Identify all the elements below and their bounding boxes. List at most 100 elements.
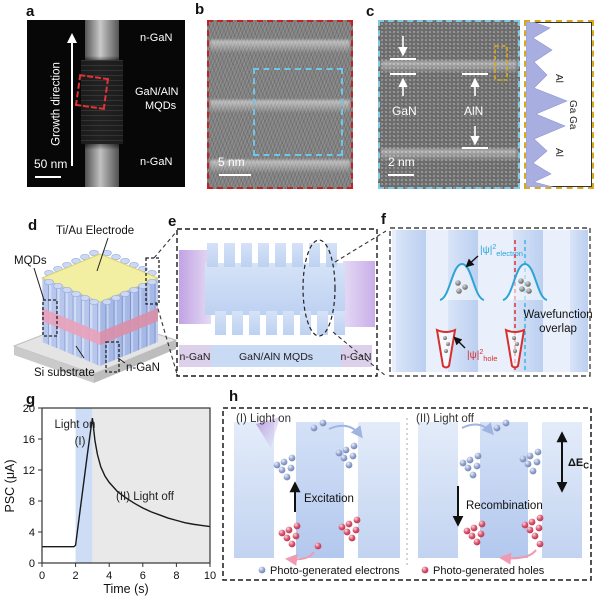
- nanowire-caps-front: [44, 278, 157, 306]
- panel-g-chart: 0 2 4 6 8 10 0 4 8 12 16 20 Light on (I) (II) Light…: [3, 403, 216, 596]
- panel-c-annotations: GaN AlN 2 nm: [388, 36, 508, 176]
- growth-arrow-head: [67, 33, 77, 43]
- profile-al-top-label: Al: [553, 74, 564, 83]
- strip-n-gan-left: [179, 345, 211, 367]
- psc-curve: [42, 417, 211, 548]
- panel-b-tem-image: 5 nm: [207, 20, 353, 189]
- intensity-profile-trace: Al Ga Ga Al: [526, 22, 578, 187]
- svg-text:16: 16: [23, 434, 35, 446]
- hole-wavefunction-2: [504, 328, 526, 369]
- annotation-I: (I): [75, 436, 86, 448]
- quantum-wells: [396, 230, 588, 372]
- electron-cluster: [460, 453, 482, 479]
- scale-bar-label-c: 2 nm: [388, 155, 415, 169]
- label-n-gan-top: n-GaN: [140, 32, 173, 44]
- svg-text:8: 8: [29, 496, 35, 508]
- svg-text:4: 4: [29, 527, 35, 539]
- hole-flow-arrow: [499, 549, 537, 565]
- overlap-label-2: overlap: [539, 323, 577, 335]
- excitation-label: Excitation: [304, 493, 354, 505]
- strip-mqds: [211, 345, 341, 367]
- hole-sphere: [314, 542, 322, 550]
- panel-letter-g: g: [26, 391, 36, 408]
- panel-f-border: [389, 227, 591, 377]
- si-substrate-front-left: [14, 346, 94, 383]
- svg-text:0: 0: [29, 558, 35, 570]
- e-label-mid: GaN/AlN MQDs: [239, 351, 313, 363]
- legend-electron-icon: [258, 566, 266, 574]
- section2-title: (II) Light off: [416, 413, 475, 425]
- x-axis-label: Time (s): [103, 582, 148, 596]
- legend-hole-icon: [421, 566, 429, 574]
- delta-ec-label: ΔEC: [568, 457, 589, 471]
- chart-shaded-regions: [75, 408, 210, 563]
- panel-c-tem-image: GaN AlN 2 nm: [378, 20, 520, 189]
- mqd-segment: [81, 60, 123, 144]
- n-gan-band-right: [343, 261, 375, 327]
- chart-frame: [41, 407, 211, 564]
- panel-letter-d: d: [28, 217, 38, 234]
- electron-cluster: [274, 455, 296, 481]
- profile-ga-label: Ga Ga: [567, 100, 578, 130]
- scale-bar-b: [219, 174, 251, 176]
- zoom-ellipse: [302, 239, 336, 337]
- growth-arrow: [71, 42, 73, 166]
- psi-electron-label: |ψ|2electron: [480, 244, 523, 258]
- panel-letter-e: e: [168, 213, 177, 230]
- profile-al-bottom-label: Al: [553, 148, 564, 157]
- svg-text:0: 0: [39, 570, 45, 582]
- overlap-label-1: Wavefunction: [523, 309, 592, 321]
- nanowire-caps-back: [44, 249, 157, 277]
- growth-direction-label: Growth direction: [50, 62, 63, 146]
- psi-hole-label: |ψ|2hole: [467, 349, 497, 363]
- mqds-label: MQDs: [14, 255, 47, 267]
- legend-holes-label: Photo-generated holes: [433, 565, 545, 577]
- electron-flow-arrow: [461, 422, 494, 436]
- light-beam: [256, 417, 280, 448]
- scale-bar-label-a: 50 nm: [34, 157, 68, 171]
- svg-text:12: 12: [23, 465, 35, 477]
- roi-box-red: [74, 74, 110, 110]
- svg-text:8: 8: [173, 570, 179, 582]
- label-mqds-2: MQDs: [145, 100, 177, 112]
- hole-flow-arrow: [285, 551, 315, 566]
- mqds-indicator-box: [42, 299, 58, 337]
- e-label-right: n-GaN: [341, 351, 372, 363]
- panel-a-tem-image: Growth direction n-GaN GaN/AlN MQDs n-Ga…: [27, 20, 185, 187]
- panel-e-band-diagram: n-GaN GaN/AlN MQDs n-GaN: [176, 228, 378, 377]
- hole-sphere: [536, 540, 544, 548]
- label-mqds-1: GaN/AlN: [135, 86, 179, 98]
- panel-c-intensity-profile: Al Ga Ga Al: [524, 20, 594, 189]
- roi-box-cyan: [253, 68, 343, 156]
- label-n-gan-bottom: n-GaN: [140, 156, 173, 168]
- svg-text:20: 20: [23, 403, 35, 415]
- hole-wavefunction-1: [435, 328, 457, 369]
- chart-ticks: 0 2 4 6 8 10 0 4 8 12 16 20: [23, 403, 216, 582]
- panel-f-wavefunctions: |ψ|2electron |ψ|2hole Wavefunction overl…: [389, 227, 592, 377]
- substrate-label: Si substrate: [34, 367, 95, 379]
- aln-layer-label: AlN: [464, 104, 483, 118]
- n-gan-indicator-box: [105, 341, 120, 373]
- electrode-label: Ti/Au Electrode: [56, 225, 134, 237]
- panel-letter-h: h: [229, 388, 239, 405]
- panel-h-mechanism: (I) Light on Excitation Photo-generated …: [222, 407, 592, 581]
- panel-letter-a: a: [26, 3, 35, 20]
- zoom-source-box: [145, 257, 160, 305]
- gan-layer-label: GaN: [392, 104, 417, 118]
- recombination-label: Recombination: [466, 500, 543, 512]
- mqd-band-right: [100, 308, 158, 345]
- section-light-off: (II) Light off ΔEC Recombination Photo-g…: [416, 413, 589, 577]
- panel-d-device-schematic: Ti/Au Electrode MQDs Si substrate n-GaN: [12, 225, 178, 383]
- scale-bar-c: [388, 174, 414, 176]
- svg-text:2: 2: [73, 570, 79, 582]
- svg-text:10: 10: [204, 570, 216, 582]
- svg-text:4: 4: [106, 570, 112, 582]
- section-light-on: (I) Light on Excitation Photo-generated …: [234, 413, 400, 577]
- e-label-left: n-GaN: [180, 351, 211, 363]
- annotation-II-light-off: (II) Light off: [116, 491, 175, 503]
- n-gan-label-d: n-GaN: [126, 362, 160, 374]
- section1-title: (I) Light on: [236, 413, 291, 425]
- electron-wavefunction-1: [439, 262, 485, 301]
- panel-letter-f: f: [381, 211, 386, 228]
